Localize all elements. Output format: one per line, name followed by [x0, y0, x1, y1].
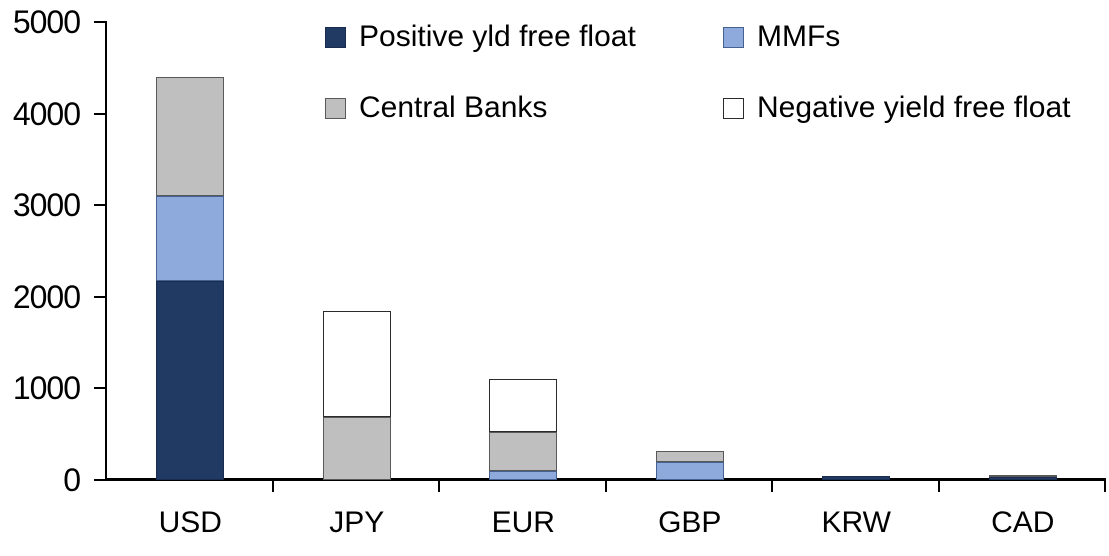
- legend-label-central-banks: Central Banks: [359, 91, 548, 124]
- y-tick-0: [94, 479, 107, 481]
- x-category-label-eur: EUR: [491, 506, 555, 539]
- y-tick-3000: [94, 204, 107, 207]
- x-tick-2: [438, 481, 440, 492]
- bar-segment-jpy-central-banks: [322, 416, 391, 480]
- y-axis-line: [105, 22, 107, 481]
- bar-segment-eur-mmfs: [489, 470, 558, 480]
- bar-segment-usd-central-banks: [156, 76, 225, 197]
- y-tick-label-1000: 1000: [12, 370, 81, 407]
- legend-label-mmfs: MMFs: [757, 20, 841, 53]
- y-tick-label-3000: 3000: [12, 187, 81, 224]
- y-tick-label-2000: 2000: [12, 278, 81, 315]
- x-tick-6: [1104, 481, 1106, 492]
- bar-segment-gbp-mmfs: [655, 461, 724, 480]
- legend-item-negative-yield-free-float: Negative yield free float: [723, 91, 1071, 125]
- x-category-label-usd: USD: [158, 506, 222, 539]
- y-tick-1000: [94, 387, 107, 390]
- bar-segment-jpy-negative-yield-free-float: [322, 310, 391, 417]
- y-tick-label-0: 0: [63, 462, 81, 498]
- bar-segment-usd-mmfs: [156, 196, 225, 282]
- legend-swatch-central-banks: [325, 97, 346, 119]
- bar-segment-krw-positive-yld-free-float: [822, 475, 891, 480]
- y-tick-label-4000: 4000: [12, 95, 81, 132]
- bar-segment-eur-central-banks: [489, 431, 558, 471]
- x-category-label-cad: CAD: [991, 506, 1055, 539]
- bar-segment-cad-central-banks: [988, 474, 1057, 478]
- y-tick-5000: [94, 21, 107, 23]
- x-tick-3: [604, 481, 607, 492]
- y-tick-4000: [94, 112, 107, 115]
- x-axis-line: [105, 478, 1106, 481]
- x-tick-4: [771, 481, 773, 492]
- x-category-label-krw: KRW: [821, 506, 891, 539]
- x-category-label-gbp: GBP: [658, 506, 722, 539]
- bar-segment-gbp-central-banks: [655, 450, 724, 462]
- bar-segment-cad-positive-yld-free-float: [988, 477, 1057, 480]
- legend-item-mmfs: MMFs: [723, 20, 840, 54]
- bar-segment-usd-positive-yld-free-float: [156, 281, 225, 480]
- legend-swatch-positive-yld-free-float: [325, 26, 346, 48]
- x-tick-5: [937, 481, 940, 492]
- legend-item-positive-yld-free-float: Positive yld free float: [325, 20, 636, 54]
- x-category-label-jpy: JPY: [329, 506, 385, 539]
- legend-label-negative-yield-free-float: Negative yield free float: [757, 91, 1071, 124]
- legend-label-positive-yld-free-float: Positive yld free float: [359, 20, 636, 53]
- legend-item-central-banks: Central Banks: [325, 91, 547, 125]
- legend-swatch-negative-yield-free-float: [723, 97, 744, 119]
- legend-swatch-mmfs: [723, 26, 744, 48]
- x-tick-1: [271, 481, 274, 492]
- bar-segment-eur-negative-yield-free-float: [489, 378, 558, 432]
- y-tick-label-5000: 5000: [12, 4, 81, 40]
- y-tick-2000: [94, 295, 107, 298]
